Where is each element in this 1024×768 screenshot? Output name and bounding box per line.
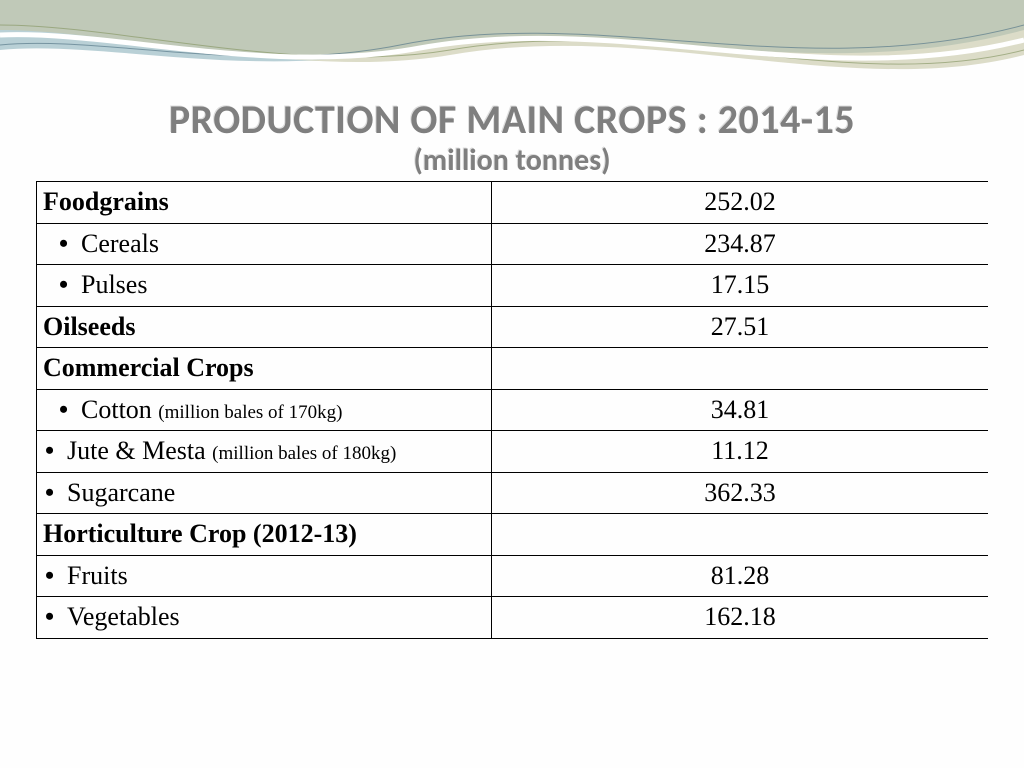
crop-label: Jute & Mesta (million bales of 180kg) — [37, 431, 492, 473]
crop-label: Cotton (million bales of 170kg) — [37, 389, 492, 431]
crop-value: 34.81 — [492, 389, 989, 431]
crop-value: 234.87 — [492, 223, 989, 265]
table-row: Sugarcane362.33 — [37, 472, 989, 514]
crop-value: 17.15 — [492, 265, 989, 307]
table-row: Cotton (million bales of 170kg)34.81 — [37, 389, 989, 431]
table-row: Pulses17.15 — [37, 265, 989, 307]
crop-label: Vegetables — [37, 597, 492, 639]
crop-value: 81.28 — [492, 555, 989, 597]
crop-value: 27.51 — [492, 306, 989, 348]
crop-label-note: (million bales of 180kg) — [212, 443, 396, 464]
slide-subtitle: (million tonnes) — [0, 142, 1024, 179]
crop-label: Pulses — [37, 265, 492, 307]
crop-value: 362.33 — [492, 472, 989, 514]
crop-label: Commercial Crops — [37, 348, 492, 390]
table-row: Horticulture Crop (2012-13) — [37, 514, 989, 556]
crop-label: Foodgrains — [37, 182, 492, 224]
crop-value: 11.12 — [492, 431, 989, 473]
crop-label: Sugarcane — [37, 472, 492, 514]
table-row: Vegetables162.18 — [37, 597, 989, 639]
crop-value — [492, 514, 989, 556]
table-row: Fruits81.28 — [37, 555, 989, 597]
table-row: Foodgrains252.02 — [37, 182, 989, 224]
crop-label: Cereals — [37, 223, 492, 265]
table-row: Cereals234.87 — [37, 223, 989, 265]
crop-label: Oilseeds — [37, 306, 492, 348]
crop-label: Horticulture Crop (2012-13) — [37, 514, 492, 556]
table-row: Commercial Crops — [37, 348, 989, 390]
crop-value: 252.02 — [492, 182, 989, 224]
crop-label: Fruits — [37, 555, 492, 597]
table-row: Oilseeds27.51 — [37, 306, 989, 348]
crop-label-note: (million bales of 170kg) — [158, 402, 342, 423]
crops-table: Foodgrains252.02Cereals234.87Pulses17.15… — [36, 181, 988, 639]
slide-content: PRODUCTION OF MAIN CROPS : 2014-15 (mill… — [0, 0, 1024, 639]
table-row: Jute & Mesta (million bales of 180kg)11.… — [37, 431, 989, 473]
crop-value — [492, 348, 989, 390]
crop-value: 162.18 — [492, 597, 989, 639]
slide-title: PRODUCTION OF MAIN CROPS : 2014-15 — [0, 95, 1024, 144]
